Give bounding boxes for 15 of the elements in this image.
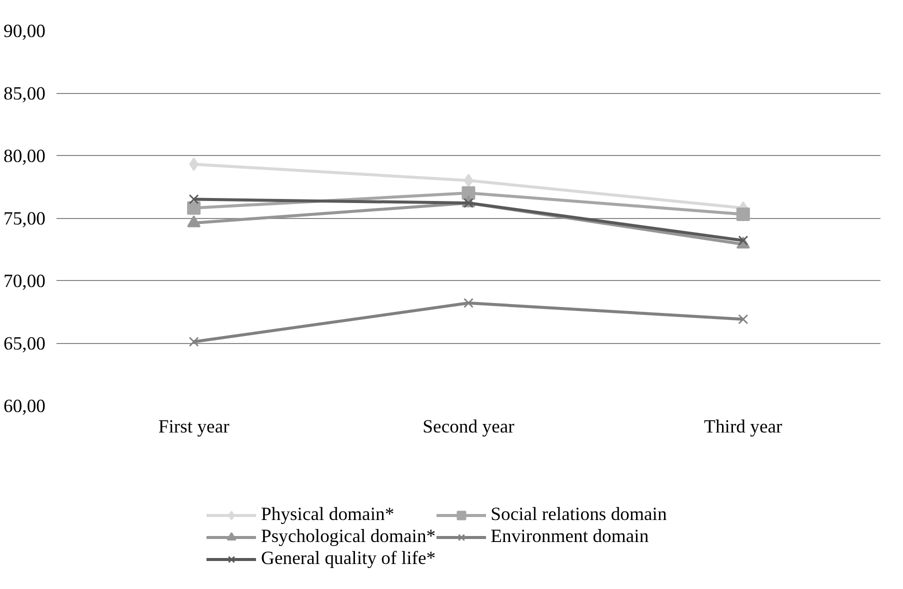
y-tick-label: 60,00 — [4, 396, 46, 417]
x-tick-label: Second year — [422, 416, 516, 438]
legend-label: Physical domain* — [261, 504, 394, 526]
y-tick-label: 70,00 — [4, 271, 46, 292]
legend-label: General quality of life* — [261, 548, 436, 570]
y-tick-label: 80,00 — [4, 146, 46, 167]
y-tick-label: 75,00 — [4, 208, 46, 230]
y-tick-label: 85,00 — [4, 84, 46, 104]
x-tick-label: First year — [158, 416, 230, 438]
legend-label: Social relations domain — [490, 504, 667, 526]
legend-label: Psychological domain* — [261, 526, 436, 548]
legend-label: Environment domain — [490, 526, 649, 548]
y-tick-label: 65,00 — [4, 334, 46, 354]
y-tick-label: 90,00 — [4, 21, 46, 42]
x-tick-label: Third year — [704, 416, 784, 438]
